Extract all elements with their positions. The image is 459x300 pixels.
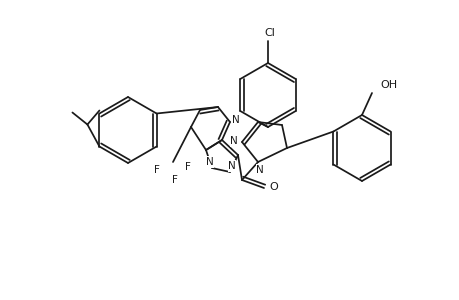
Text: F: F — [154, 165, 160, 175]
Text: N: N — [230, 136, 237, 146]
Text: OH: OH — [379, 80, 396, 90]
Text: F: F — [172, 175, 178, 185]
Text: N: N — [228, 161, 235, 171]
Text: N: N — [232, 115, 239, 125]
Text: F: F — [185, 162, 190, 172]
Text: N: N — [206, 157, 213, 167]
Text: O: O — [269, 182, 278, 192]
Text: Cl: Cl — [264, 28, 275, 38]
Text: N: N — [256, 165, 263, 175]
